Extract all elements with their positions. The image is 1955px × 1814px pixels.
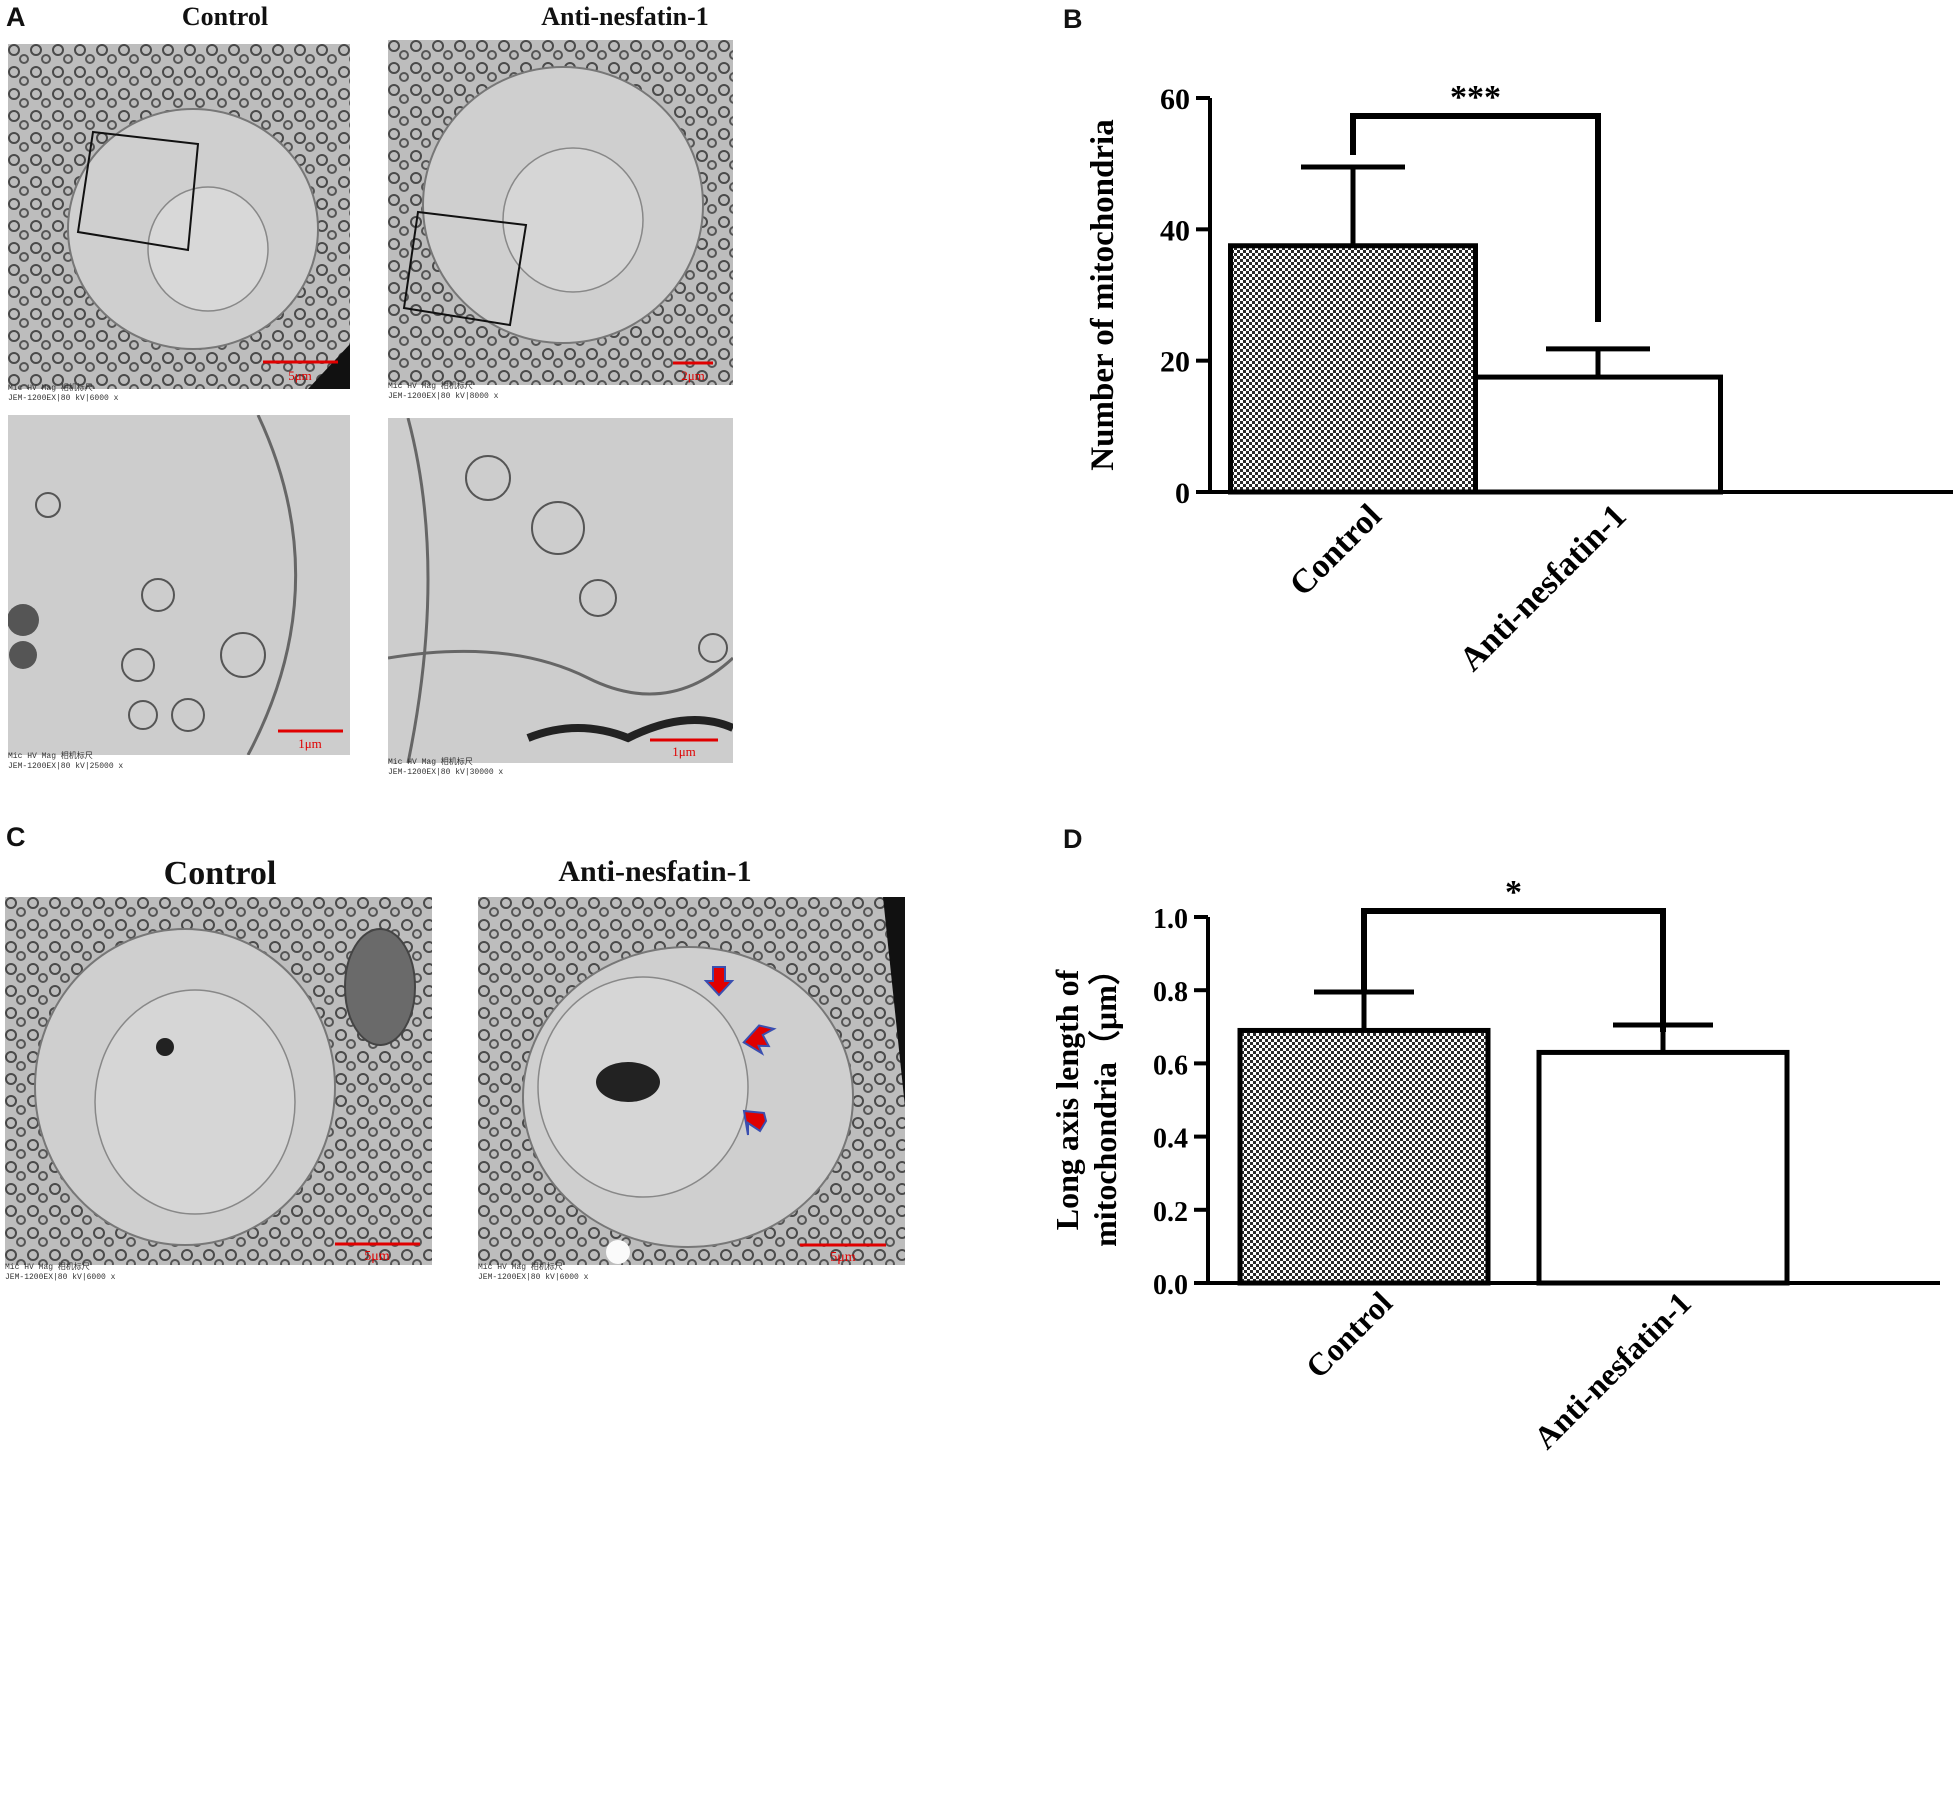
x-category-label: Anti-nesfatin-1 <box>1453 497 1634 678</box>
chart-d: 0.0 0.2 0.4 0.6 0.8 1.0 Control Anti-nesfatin-1… <box>1049 874 1940 1456</box>
x-category-label: Control <box>1298 1284 1399 1385</box>
y-tick-label: 20 <box>1160 346 1190 379</box>
panel-c-title-anti: Anti-nesfatin-1 <box>558 855 752 888</box>
bar-anti-nesfatin-1 <box>1536 1049 1790 1286</box>
scale-label-a2: 2μm <box>681 368 705 383</box>
tem-footer-c2: Mic HV Mag 相机标尺 JEM-1200EX|80 kV|6000 x <box>478 1263 589 1282</box>
significance-label: * <box>1505 874 1522 911</box>
y-axis-label: mitochondria（μm） <box>1087 953 1123 1247</box>
tem-footer-a4: Mic HV Mag 相机标尺 JEM-1200EX|80 kV|30000 x <box>388 758 504 777</box>
panel-a-title-control: Control <box>181 2 269 31</box>
bar-control <box>1237 1027 1491 1286</box>
bar-control <box>1228 243 1478 495</box>
red-arrow-icon <box>703 966 735 997</box>
significance-bracket <box>1350 113 1601 322</box>
y-tick-label: 0.4 <box>1153 1124 1188 1155</box>
scale-label-a4: 1μm <box>672 744 696 759</box>
panel-letter-c: C <box>6 822 26 852</box>
scale-label-c2: 5μm <box>830 1250 856 1265</box>
y-axis-label: Long axis length of <box>1049 969 1085 1230</box>
scale-label-a3: 1μm <box>298 736 322 751</box>
significance-bracket <box>1361 908 1666 1032</box>
tem-footer-c1: Mic HV Mag 相机标尺 JEM-1200EX|80 kV|6000 x <box>5 1263 116 1282</box>
tem-footer-a1: Mic HV Mag 相机标尺 JEM-1200EX|80 kV|6000 x <box>8 384 119 403</box>
panel-letter-b: B <box>1063 4 1083 34</box>
y-tick-label: 1.0 <box>1153 904 1188 935</box>
y-tick-label: 0 <box>1175 477 1190 510</box>
panel-c-title-control: Control <box>163 855 277 892</box>
micrograph-c-anti: 5μm <box>478 897 905 1265</box>
micrograph-a-control-zoom: 1μm <box>8 415 350 755</box>
y-tick-label: 0.8 <box>1153 977 1188 1008</box>
y-tick-label: 0.2 <box>1153 1197 1188 1228</box>
tem-footer-a3: Mic HV Mag 相机标尺 JEM-1200EX|80 kV|25000 x <box>8 752 124 771</box>
micrograph-a-control-overview: 5μm <box>8 44 350 389</box>
tem-footer-a2: Mic HV Mag 相机标尺 JEM-1200EX|80 kV|8000 x <box>388 382 499 401</box>
scale-label-c1: 5μm <box>364 1249 390 1264</box>
y-tick-label: 0.6 <box>1153 1050 1188 1081</box>
scale-label-a1: 5μm <box>288 368 312 383</box>
panel-letter-a: A <box>6 2 26 32</box>
y-tick-label: 40 <box>1160 214 1190 247</box>
chart-b: 0 20 40 60 Control Anti-nesfatin-1 *** Number o… <box>1085 79 1953 679</box>
significance-label: *** <box>1450 79 1501 116</box>
panel-letter-d: D <box>1063 824 1083 854</box>
micrograph-a-anti-zoom: 1μm <box>388 418 733 763</box>
micrograph-a-anti-overview: 2μm <box>388 40 733 385</box>
x-category-label: Anti-nesfatin-1 <box>1527 1284 1698 1455</box>
y-tick-label: 60 <box>1160 83 1190 116</box>
bar-anti-nesfatin-1 <box>1473 374 1723 495</box>
red-arrow-icon <box>742 1109 768 1136</box>
panel-a-title-anti: Anti-nesfatin-1 <box>541 2 709 31</box>
x-category-label: Control <box>1283 497 1389 603</box>
y-axis-label: Number of mitochondria <box>1085 119 1121 470</box>
micrograph-c-control: 5μm <box>5 897 432 1265</box>
red-arrow-icon <box>742 1024 777 1056</box>
y-tick-label: 0.0 <box>1153 1270 1188 1301</box>
